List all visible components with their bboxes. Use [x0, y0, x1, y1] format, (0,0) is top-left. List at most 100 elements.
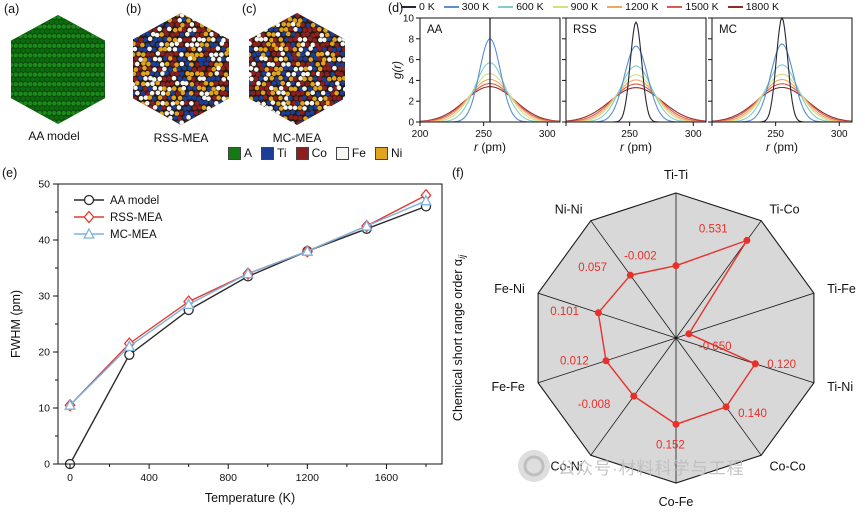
gr-subplot-RSS: 250 300 RSS r (pm): [562, 17, 707, 154]
temp-legend-item: 1500 K: [667, 1, 719, 13]
panel-c-tag: (c): [242, 2, 257, 16]
temp-legend-item: 900 K: [552, 1, 599, 13]
gr-curve-900K: [712, 73, 852, 123]
svg-text:300: 300: [831, 129, 848, 140]
aa-atoms: [11, 15, 105, 124]
series-mc-mea: [64, 194, 432, 410]
radar-value-label: 0.012: [560, 356, 589, 368]
radar-category-label: Fe-Ni: [494, 282, 525, 296]
radar-category-label: Fe-Fe: [491, 380, 524, 394]
svg-text:300: 300: [539, 129, 556, 140]
svg-text:0: 0: [44, 459, 50, 471]
panel-d-tag: (d): [388, 1, 404, 15]
radar-data-point: [672, 420, 680, 428]
x-axis-label: r (pm): [620, 140, 652, 154]
radar-value-label: 0.531: [699, 223, 728, 235]
panel-a-tag: (a): [4, 2, 20, 16]
radar-value-label: 0.152: [656, 439, 685, 451]
svg-text:6: 6: [408, 55, 414, 66]
atom-legend-item-Co: Co: [295, 146, 327, 160]
atom-legend-item-A: A: [228, 146, 252, 160]
radar-category-label: Ti-Ni: [827, 380, 853, 394]
aa-model-structure-image: [11, 15, 105, 124]
radar-data-point: [685, 330, 693, 338]
gr-curve-1200K: [565, 79, 707, 123]
temp-line-swatch-icon: [443, 6, 459, 8]
gr-curve-900K: [566, 74, 706, 123]
gr-curve-1200K: [711, 79, 853, 123]
series-aa-model: [64, 201, 432, 470]
subplot-label: AA: [427, 24, 443, 36]
atom-label: Ni: [390, 146, 403, 160]
temp-label: 0 K: [419, 1, 435, 13]
temp-legend-item: 300 K: [443, 1, 490, 13]
radar-value-label: 0.120: [767, 359, 796, 371]
svg-text:0: 0: [408, 118, 414, 129]
atom-swatch-icon: [261, 146, 275, 160]
radar-data-point: [751, 360, 759, 368]
radar-value-label: 0.057: [578, 262, 607, 274]
watermark-logo-icon: [518, 450, 550, 482]
radar-category-label: Ti-Ti: [664, 168, 688, 182]
radar-category-label: Ni-Ni: [555, 202, 583, 216]
atom-swatch-icon: [374, 146, 388, 160]
radar-data-point: [602, 357, 610, 365]
panel-b-tag: (b): [126, 2, 142, 16]
svg-text:800: 800: [219, 472, 237, 484]
radar-category-label: Co-Co: [770, 460, 806, 474]
svg-text:400: 400: [140, 472, 158, 484]
svg-text:2: 2: [408, 97, 414, 108]
atom-swatch-icon: [228, 146, 241, 160]
radar-value-label: -0.008: [578, 399, 611, 411]
radar-data-point: [630, 392, 638, 400]
mc-mea-structure-image: [249, 13, 345, 125]
radar-value-label: -0.002: [624, 251, 657, 263]
temp-legend-item: 0 K: [401, 1, 435, 13]
svg-text:4: 4: [408, 76, 414, 87]
gr-curve-1800K: [565, 87, 707, 122]
fwhm-legend: AA model RSS-MEA MC-MEA: [74, 194, 163, 241]
fwhm-temperature-chart: 0 10 20 30 40 50 0 400 800 1200 1600 Temperature (K…: [9, 179, 443, 505]
gr-subplot-MC: 250 300 MC r (pm): [708, 16, 853, 154]
temperature-legend: 0 K 300 K 600 K 900 K 1200 K 1500 K 1800 K: [401, 1, 779, 13]
svg-text:0: 0: [67, 472, 73, 484]
svg-text:20: 20: [38, 347, 50, 359]
gr-subplot-AA: 0 2 4 6 8 10 200 250 300 AA r (pm): [403, 14, 561, 154]
y-axis-label: g(r): [392, 61, 404, 79]
panel-f-tag: (f): [452, 166, 464, 180]
svg-text:250: 250: [475, 129, 492, 140]
radar-category-label: Co-Ni: [551, 460, 583, 474]
radar-data-point: [743, 236, 751, 244]
csro-radar-chart: Ti-Ti Ti-Co Ti-Fe Ti-Ni Co-Co Co-Fe Co-Ni Fe-Fe…: [451, 168, 856, 509]
gr-curve-1800K: [711, 86, 853, 122]
rss-mea-structure-image: [133, 13, 229, 125]
svg-text:250: 250: [621, 129, 638, 140]
watermark: 公众号·材料科学与工程: [516, 448, 745, 484]
temp-line-swatch-icon: [607, 6, 623, 8]
radar-data-point: [672, 262, 680, 270]
subplot-label: MC: [719, 24, 737, 36]
temp-line-swatch-icon: [498, 6, 514, 8]
gr-curve-1500K: [566, 83, 706, 123]
radar-data-point: [626, 271, 634, 279]
atom-swatch-icon: [335, 146, 349, 160]
temp-legend-item: 600 K: [498, 1, 544, 13]
atom-label: Ti: [277, 146, 287, 160]
temp-label: 300 K: [461, 1, 490, 13]
panel-c-caption: MC-MEA: [272, 131, 322, 145]
legend-label: RSS-MEA: [110, 212, 163, 224]
atom-swatch-icon: [295, 146, 309, 160]
alloy-atoms: [133, 13, 229, 125]
temp-line-swatch-icon: [401, 6, 416, 8]
atom-legend: A Ti Co Fe Ni: [228, 146, 402, 160]
atom-legend-item-Fe: Fe: [335, 146, 366, 160]
atom-label: Fe: [351, 146, 366, 160]
radar-category-label: Co-Fe: [659, 495, 694, 509]
x-axis-label: r (pm): [766, 140, 798, 154]
temp-label: 1800 K: [745, 1, 779, 13]
panel-e-tag: (e): [2, 166, 18, 180]
temp-label: 900 K: [570, 1, 599, 13]
atom-label: Co: [311, 146, 327, 160]
svg-text:10: 10: [403, 14, 415, 25]
